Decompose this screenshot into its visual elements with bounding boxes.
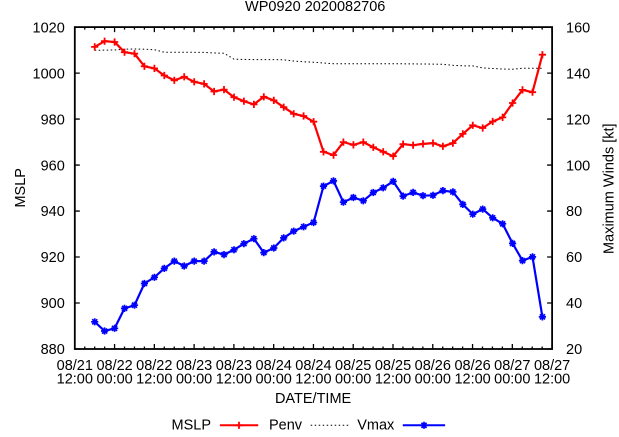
svg-text:08/21: 08/21 — [57, 358, 93, 374]
svg-text:08/24: 08/24 — [256, 358, 292, 374]
svg-text:1000: 1000 — [33, 66, 65, 82]
svg-text:900: 900 — [41, 296, 65, 312]
svg-text:MSLP: MSLP — [13, 168, 29, 208]
svg-text:08/26: 08/26 — [454, 358, 490, 374]
svg-text:12:00: 12:00 — [57, 372, 93, 388]
svg-text:00:00: 00:00 — [335, 372, 371, 388]
svg-text:140: 140 — [566, 66, 590, 82]
svg-text:00:00: 00:00 — [176, 372, 212, 388]
svg-text:WP0920 2020082706: WP0920 2020082706 — [245, 0, 385, 15]
svg-text:12:00: 12:00 — [375, 372, 411, 388]
svg-text:08/23: 08/23 — [216, 358, 252, 374]
svg-text:120: 120 — [566, 112, 590, 128]
svg-text:08/25: 08/25 — [375, 358, 411, 374]
svg-text:00:00: 00:00 — [256, 372, 292, 388]
svg-text:80: 80 — [566, 204, 582, 220]
svg-text:08/27: 08/27 — [494, 358, 530, 374]
svg-text:MSLP: MSLP — [172, 417, 212, 432]
svg-text:08/27: 08/27 — [534, 358, 570, 374]
svg-text:20: 20 — [566, 342, 582, 358]
svg-text:08/26: 08/26 — [415, 358, 451, 374]
svg-text:DATE/TIME: DATE/TIME — [275, 391, 352, 407]
svg-text:08/25: 08/25 — [335, 358, 371, 374]
svg-text:880: 880 — [41, 342, 65, 358]
svg-text:60: 60 — [566, 250, 582, 266]
svg-text:160: 160 — [566, 20, 590, 36]
svg-text:08/22: 08/22 — [96, 358, 132, 374]
svg-text:Maximum Winds [kt]: Maximum Winds [kt] — [602, 123, 618, 254]
svg-text:40: 40 — [566, 296, 582, 312]
svg-text:00:00: 00:00 — [415, 372, 451, 388]
svg-text:940: 940 — [41, 204, 65, 220]
svg-text:08/24: 08/24 — [295, 358, 331, 374]
svg-text:12:00: 12:00 — [295, 372, 331, 388]
svg-text:08/23: 08/23 — [176, 358, 212, 374]
svg-text:100: 100 — [566, 158, 590, 174]
svg-text:920: 920 — [41, 250, 65, 266]
svg-text:980: 980 — [41, 112, 65, 128]
svg-text:12:00: 12:00 — [136, 372, 172, 388]
svg-text:12:00: 12:00 — [534, 372, 570, 388]
svg-text:Vmax: Vmax — [357, 417, 395, 432]
svg-text:960: 960 — [41, 158, 65, 174]
svg-text:08/22: 08/22 — [136, 358, 172, 374]
svg-text:12:00: 12:00 — [216, 372, 252, 388]
svg-text:Penv: Penv — [269, 417, 303, 432]
svg-text:00:00: 00:00 — [494, 372, 530, 388]
svg-text:00:00: 00:00 — [96, 372, 132, 388]
svg-text:12:00: 12:00 — [454, 372, 490, 388]
svg-text:1020: 1020 — [33, 20, 65, 36]
